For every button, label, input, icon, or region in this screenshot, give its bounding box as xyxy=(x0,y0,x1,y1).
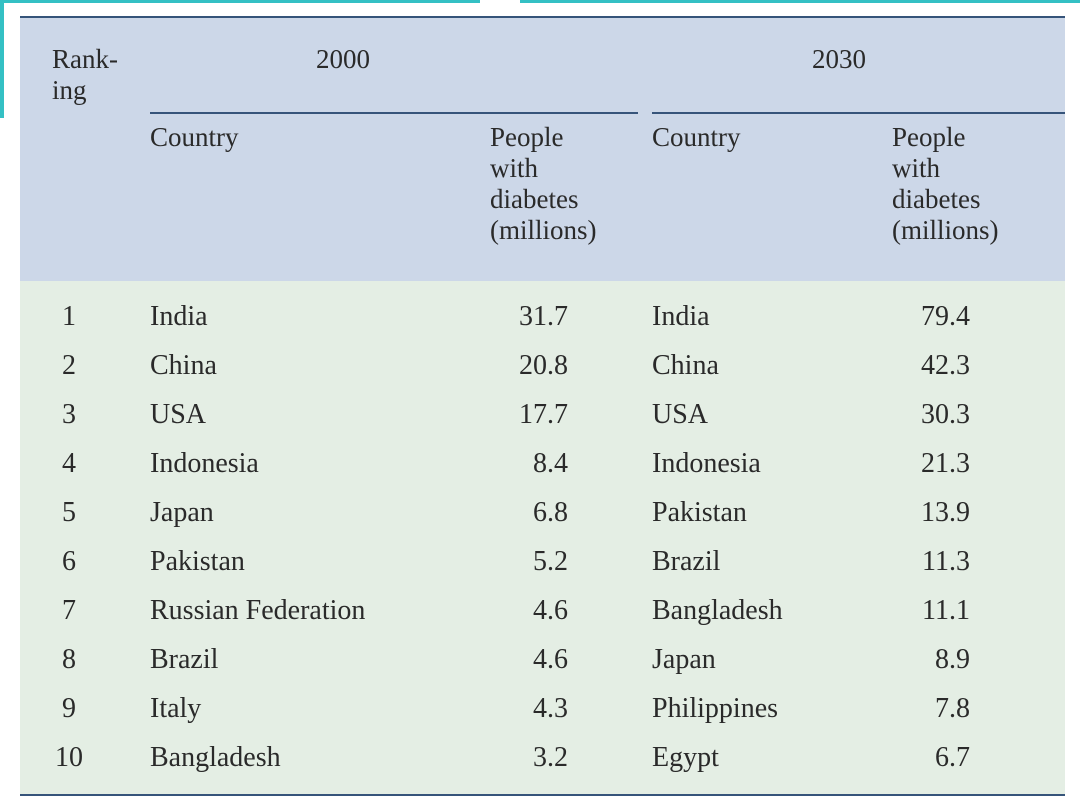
country-2030-header: Country xyxy=(652,122,741,152)
year-2030-header: 2030 xyxy=(812,44,866,74)
year-2000-header: 2000 xyxy=(316,44,370,74)
value-2030-cell: 30.3 xyxy=(921,399,970,430)
country-2000-cell: Brazil xyxy=(150,644,219,675)
country-2000-cell: Japan xyxy=(150,497,214,528)
value-2000-cell: 31.7 xyxy=(519,301,568,332)
table-header: Rank- ing 2000 2030 Country People with … xyxy=(20,16,1065,283)
country-2030-cell: Pakistan xyxy=(652,497,747,528)
value-2030-cell: 42.3 xyxy=(921,350,970,381)
value-2030-cell: 6.7 xyxy=(935,742,970,773)
slide-accent-line-right xyxy=(520,0,1080,3)
rank-cell: 7 xyxy=(62,595,76,626)
rank-cell: 3 xyxy=(62,399,76,430)
country-2000-cell: Indonesia xyxy=(150,448,259,479)
country-2000-cell: Russian Federation xyxy=(150,595,366,626)
table-row: 2 China 20.8 China 42.3 xyxy=(20,341,1065,390)
country-2030-cell: Egypt xyxy=(652,742,719,773)
value-2000-cell: 4.6 xyxy=(533,644,568,675)
people-2000-header: People with diabetes (millions) xyxy=(490,122,597,245)
rank-cell: 8 xyxy=(62,644,76,675)
value-2030-cell: 11.3 xyxy=(922,546,970,577)
value-2030-cell: 7.8 xyxy=(935,693,970,724)
rank-cell: 10 xyxy=(55,742,83,773)
country-2030-cell: Indonesia xyxy=(652,448,761,479)
country-2030-cell: Brazil xyxy=(652,546,721,577)
value-2030-cell: 8.9 xyxy=(935,644,970,675)
rank-column-header: Rank- ing xyxy=(52,44,118,105)
country-2000-header: Country xyxy=(150,122,239,152)
value-2000-cell: 6.8 xyxy=(533,497,568,528)
table-row: 6 Pakistan 5.2 Brazil 11.3 xyxy=(20,537,1065,586)
table-row: 8 Brazil 4.6 Japan 8.9 xyxy=(20,635,1065,684)
country-2000-cell: Bangladesh xyxy=(150,742,281,773)
value-2000-cell: 3.2 xyxy=(533,742,568,773)
country-2000-cell: China xyxy=(150,350,217,381)
rank-cell: 2 xyxy=(62,350,76,381)
value-2030-cell: 11.1 xyxy=(922,595,970,626)
table-row: 4 Indonesia 8.4 Indonesia 21.3 xyxy=(20,439,1065,488)
value-2000-cell: 20.8 xyxy=(519,350,568,381)
value-2000-cell: 4.3 xyxy=(533,693,568,724)
people-2030-header: People with diabetes (millions) xyxy=(892,122,999,245)
year-2000-rule xyxy=(150,112,638,114)
country-2030-cell: Philippines xyxy=(652,693,779,724)
rank-cell: 6 xyxy=(62,546,76,577)
value-2000-cell: 4.6 xyxy=(533,595,568,626)
table-row: 7 Russian Federation 4.6 Bangladesh 11.1 xyxy=(20,586,1065,635)
table-row: 5 Japan 6.8 Pakistan 13.9 xyxy=(20,488,1065,537)
value-2030-cell: 21.3 xyxy=(921,448,970,479)
value-2030-cell: 13.9 xyxy=(921,497,970,528)
slide-accent-line-left xyxy=(0,0,480,3)
country-2030-cell: Bangladesh xyxy=(652,595,783,626)
rank-cell: 5 xyxy=(62,497,76,528)
rank-cell: 4 xyxy=(62,448,76,479)
rank-cell: 9 xyxy=(62,693,76,724)
slide-accent-side xyxy=(0,0,4,118)
table-row: 10 Bangladesh 3.2 Egypt 6.7 xyxy=(20,733,1065,782)
country-2000-cell: India xyxy=(150,301,208,332)
country-2000-cell: Pakistan xyxy=(150,546,245,577)
country-2030-cell: China xyxy=(652,350,719,381)
diabetes-ranking-table: Rank- ing 2000 2030 Country People with … xyxy=(20,16,1065,796)
table-row: 3 USA 17.7 USA 30.3 xyxy=(20,390,1065,439)
value-2000-cell: 5.2 xyxy=(533,546,568,577)
value-2000-cell: 8.4 xyxy=(533,448,568,479)
table-row: 1 India 31.7 India 79.4 xyxy=(20,292,1065,341)
country-2030-cell: India xyxy=(652,301,710,332)
table-row: 9 Italy 4.3 Philippines 7.8 xyxy=(20,684,1065,733)
country-2000-cell: USA xyxy=(150,399,207,430)
country-2000-cell: Italy xyxy=(150,693,202,724)
table-body: 1 India 31.7 India 79.4 2 China 20.8 Chi… xyxy=(20,281,1065,796)
year-2030-rule xyxy=(652,112,1065,114)
value-2000-cell: 17.7 xyxy=(519,399,568,430)
rank-cell: 1 xyxy=(62,301,76,332)
country-2030-cell: Japan xyxy=(652,644,716,675)
country-2030-cell: USA xyxy=(652,399,709,430)
value-2030-cell: 79.4 xyxy=(921,301,970,332)
